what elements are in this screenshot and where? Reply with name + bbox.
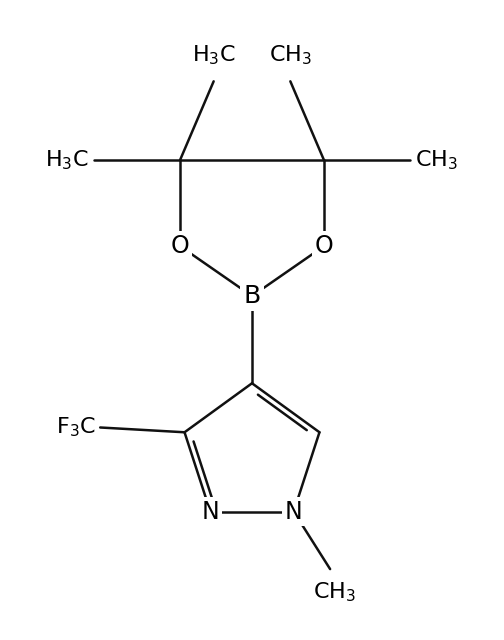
Text: N: N <box>202 500 219 524</box>
Text: CH$_3$: CH$_3$ <box>313 580 356 604</box>
Text: B: B <box>243 284 261 308</box>
Text: CH$_3$: CH$_3$ <box>269 44 312 67</box>
Text: CH$_3$: CH$_3$ <box>415 148 458 172</box>
Text: H$_3$C: H$_3$C <box>45 148 89 172</box>
Text: H$_3$C: H$_3$C <box>192 44 235 67</box>
Text: O: O <box>314 234 333 258</box>
Text: F$_3$C: F$_3$C <box>55 416 95 439</box>
Text: O: O <box>171 234 190 258</box>
Text: N: N <box>285 500 302 524</box>
